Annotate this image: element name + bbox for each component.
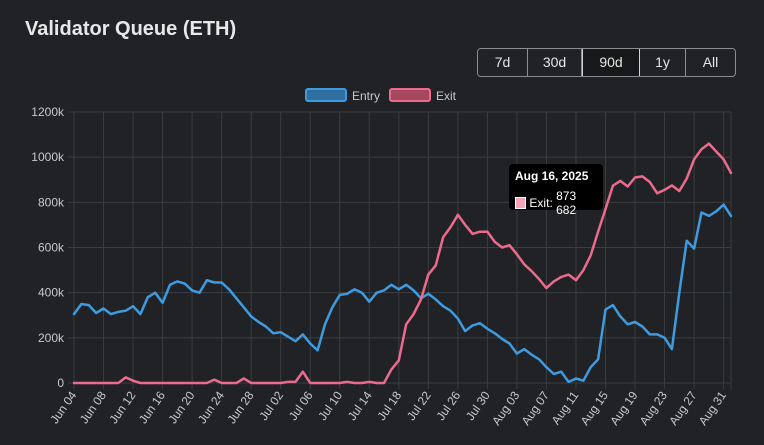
legend-swatch-exit[interactable] [389, 88, 431, 102]
legend-label-exit[interactable]: Exit [436, 89, 457, 103]
x-tick-label: Jul 02 [256, 388, 286, 423]
series-line-entry[interactable] [72, 203, 733, 384]
y-tick-label: 1000k [31, 150, 65, 164]
y-tick-label: 0 [57, 376, 64, 390]
x-tick-label: Aug 03 [489, 388, 522, 427]
chart-series [72, 142, 733, 385]
x-tick-label: Aug 23 [637, 388, 670, 427]
range-button-1y[interactable]: 1y [640, 49, 686, 76]
y-tick-label: 200k [38, 331, 65, 345]
tooltip-date: Aug 16, 2025 [515, 169, 589, 183]
page-title: Validator Queue (ETH) [25, 18, 237, 40]
series-line-exit[interactable] [72, 142, 733, 385]
range-button-90d[interactable]: 90d [582, 49, 640, 76]
time-range-selector: 7d 30d 90d 1y All [477, 48, 736, 77]
x-tick-label: Aug 07 [519, 388, 552, 427]
range-button-30d[interactable]: 30d [528, 49, 582, 76]
tooltip-value: 873 682 [556, 189, 577, 217]
y-tick-label: 1200k [31, 105, 65, 119]
y-tick-label: 600k [38, 241, 65, 255]
y-axis-ticks: 0 200k 400k 600k 800k 1000k 1200k [31, 105, 65, 390]
chart-grid [68, 111, 732, 389]
x-tick-label: Jul 06 [286, 388, 316, 423]
legend-swatch-entry[interactable] [305, 88, 347, 102]
x-tick-label: Jul 10 [315, 388, 345, 423]
x-tick-label: Jul 30 [463, 388, 493, 423]
range-button-all[interactable]: All [686, 49, 735, 76]
x-tick-label: Jun 16 [136, 388, 168, 426]
chart-tooltip: Aug 16, 2025 Exit: 873 682 [509, 164, 603, 217]
x-tick-label: Jul 18 [374, 388, 404, 423]
x-tick-label: Jun 04 [47, 388, 79, 426]
y-tick-label: 400k [38, 286, 65, 300]
x-tick-label: Jun 24 [195, 388, 227, 426]
x-tick-label: Jun 20 [165, 388, 197, 426]
x-tick-label: Jun 08 [77, 388, 109, 426]
tooltip-swatch [515, 197, 527, 209]
x-tick-label: Jun 28 [224, 388, 256, 426]
x-tick-label: Aug 15 [578, 388, 611, 427]
y-tick-label: 800k [38, 195, 65, 209]
chart-legend: Entry Exit [305, 88, 457, 103]
tooltip-series-label: Exit [529, 196, 550, 210]
range-button-7d[interactable]: 7d [478, 49, 528, 76]
x-tick-label: Jul 14 [345, 388, 375, 423]
x-tick-label: Jun 12 [106, 388, 138, 426]
x-tick-label: Aug 31 [696, 388, 729, 427]
tooltip-row: Exit: 873 682 [515, 189, 597, 217]
x-tick-label: Aug 27 [666, 388, 699, 427]
x-tick-label: Jul 26 [433, 388, 463, 423]
x-tick-label: Aug 19 [607, 388, 640, 427]
x-tick-label: Jul 22 [404, 388, 434, 423]
legend-label-entry[interactable]: Entry [352, 89, 380, 103]
x-tick-label: Aug 11 [549, 388, 582, 427]
